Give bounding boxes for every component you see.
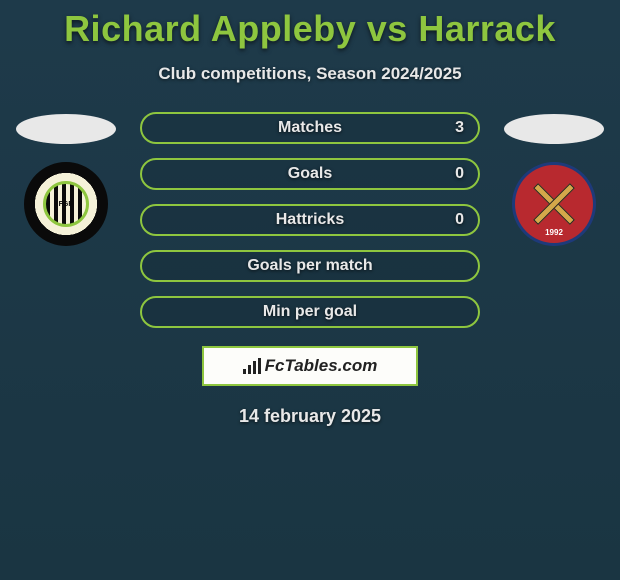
stat-label: Goals per match (247, 257, 372, 275)
stats-list: Matches 3 Goals 0 Hattricks 0 Goals per … (140, 112, 480, 328)
stat-label: Matches (278, 119, 342, 137)
right-club-badge: 1992 (512, 162, 596, 246)
stat-value-right: 0 (455, 211, 464, 229)
stat-row-matches: Matches 3 (140, 112, 480, 144)
comparison-panel: FGR Matches 3 Goals 0 Hattricks 0 Goals … (0, 112, 620, 328)
right-player-column: 1992 (498, 112, 610, 246)
stat-row-goals: Goals 0 (140, 158, 480, 190)
brand-badge[interactable]: FcTables.com (202, 346, 418, 386)
stat-value-right: 3 (455, 119, 464, 137)
left-player-silhouette (16, 114, 116, 144)
stat-row-hattricks: Hattricks 0 (140, 204, 480, 236)
generated-date: 14 february 2025 (0, 406, 620, 427)
stat-value-right: 0 (455, 165, 464, 183)
left-club-badge: FGR (24, 162, 108, 246)
stat-row-min-per-goal: Min per goal (140, 296, 480, 328)
left-player-column: FGR (10, 112, 122, 246)
right-player-silhouette (504, 114, 604, 144)
subtitle: Club competitions, Season 2024/2025 (0, 64, 620, 84)
left-badge-text: FGR (59, 201, 74, 208)
stat-row-goals-per-match: Goals per match (140, 250, 480, 282)
stat-label: Hattricks (276, 211, 344, 229)
stat-label: Min per goal (263, 303, 357, 321)
brand-text: FcTables.com (265, 356, 378, 376)
right-badge-year: 1992 (545, 228, 563, 237)
page-title: Richard Appleby vs Harrack (0, 0, 620, 50)
brand-chart-icon (243, 358, 261, 374)
stat-label: Goals (288, 165, 332, 183)
